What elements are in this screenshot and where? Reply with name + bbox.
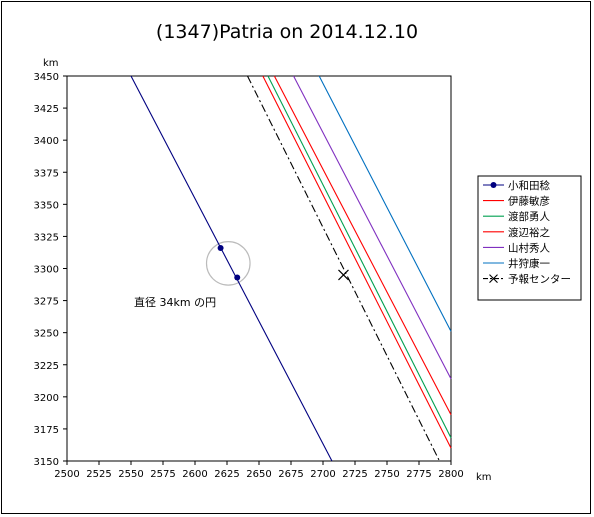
y-tick-label: 3350 xyxy=(34,200,59,211)
series-point xyxy=(217,244,224,251)
x-tick-label: 2525 xyxy=(86,469,111,480)
x-tick-label: 2675 xyxy=(278,469,303,480)
series-line xyxy=(262,75,452,449)
y-tick-label: 3375 xyxy=(34,168,59,179)
y-tick-label: 3225 xyxy=(34,361,59,372)
series-line xyxy=(318,75,452,332)
x-tick-label: 2625 xyxy=(214,469,239,480)
x-tick-label: 2775 xyxy=(406,469,431,480)
legend-label: 渡部勇人 xyxy=(508,210,550,223)
y-tick-label: 3300 xyxy=(34,265,59,276)
y-tick-label: 3275 xyxy=(34,297,59,308)
x-tick-label: 2550 xyxy=(118,469,143,480)
x-axis-unit: km xyxy=(476,472,492,483)
series-line xyxy=(293,75,452,380)
y-tick-label: 3200 xyxy=(34,393,59,404)
legend-label: 渡辺裕之 xyxy=(508,226,550,239)
series-line xyxy=(246,75,440,462)
legend-label: 予報センター xyxy=(508,274,571,286)
series-line xyxy=(130,75,333,462)
legend-marker xyxy=(490,182,497,188)
legend-label: 井狩康一 xyxy=(508,257,550,270)
series-line xyxy=(273,75,452,416)
series-point xyxy=(338,269,349,281)
x-tick-label: 2650 xyxy=(246,469,271,480)
x-tick-label: 2575 xyxy=(150,469,175,480)
legend-marker xyxy=(489,274,498,283)
series-line xyxy=(267,75,452,439)
circle-34km xyxy=(205,241,251,286)
legend-label: 小和田稔 xyxy=(508,179,550,192)
x-tick-label: 2500 xyxy=(54,469,79,480)
y-tick-label: 3150 xyxy=(34,457,59,468)
x-tick-label: 2600 xyxy=(182,469,207,480)
x-tick-label: 2750 xyxy=(374,469,399,480)
y-tick-label: 3425 xyxy=(34,104,59,115)
y-tick-label: 3175 xyxy=(34,425,59,436)
chart-title: (1347)Patria on 2014.12.10 xyxy=(156,21,418,43)
y-tick-label: 3325 xyxy=(34,232,59,243)
series-point xyxy=(234,274,241,281)
y-tick-label: 3450 xyxy=(34,72,59,83)
y-tick-label: 3400 xyxy=(34,136,59,147)
circle-annotation: 直径 34km の円 xyxy=(134,295,216,309)
y-axis-unit: km xyxy=(43,58,59,69)
legend-label: 山村秀人 xyxy=(508,241,550,254)
x-tick-label: 2800 xyxy=(438,469,463,480)
legend-label: 伊藤敏彦 xyxy=(508,195,550,208)
legend-box xyxy=(477,175,582,301)
x-tick-label: 2700 xyxy=(310,469,335,480)
x-tick-label: 2725 xyxy=(342,469,367,480)
y-tick-label: 3250 xyxy=(34,329,59,340)
